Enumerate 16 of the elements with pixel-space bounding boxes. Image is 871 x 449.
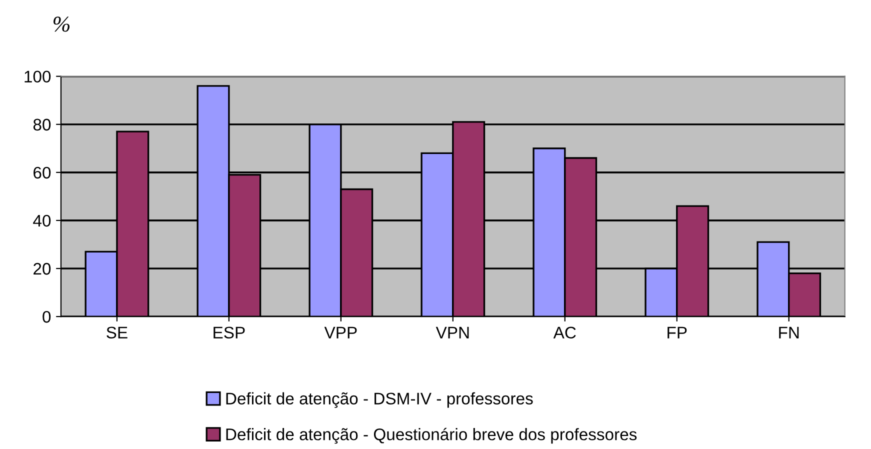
y-tick-label: 100 xyxy=(24,70,51,83)
legend-label: Deficit de atenção - DSM-IV - professores xyxy=(226,392,533,408)
legend-label: Deficit de atenção - Questionário breve dos professores xyxy=(226,428,637,444)
x-tick-label: VPP xyxy=(324,326,357,338)
y-tick-label: 20 xyxy=(34,262,51,275)
y-tick-label: 80 xyxy=(33,118,51,131)
x-tick-label: ESP xyxy=(214,326,245,339)
y-tick-label: 0 xyxy=(42,310,51,323)
x-tick-label: VPN xyxy=(436,326,469,338)
x-tick-label: FN xyxy=(779,326,799,338)
x-tick-label: AC xyxy=(553,326,576,339)
x-tick-label: FP xyxy=(668,326,687,338)
x-tick-label: SE xyxy=(106,326,128,339)
y-axis-title: % xyxy=(54,16,70,32)
y-tick-label: 60 xyxy=(34,166,51,179)
y-tick-label: 40 xyxy=(33,214,51,227)
